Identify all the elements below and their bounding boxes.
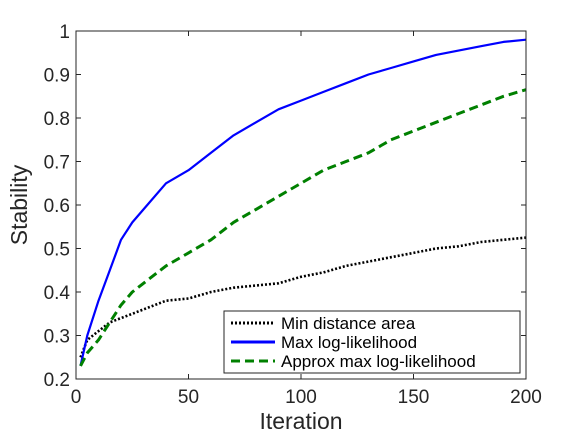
ticks-layer [75,30,527,380]
x-tick-label: 100 [285,387,317,408]
legend-label-min-distance-area: Min distance area [281,314,416,333]
series-line-max-log-likelihood [79,38,527,367]
y-axis-title: Stability [6,164,32,245]
legend: Min distance area Max log-likelihood App… [223,310,521,374]
x-tick-label: 0 [71,387,82,408]
y-tick-label: 0.7 [44,153,70,174]
tick-labels: 0 50 100 150 200 0.2 0.3 0.4 0.5 0.6 0.7 0.8 0.9 1 [44,22,542,408]
y-tick-label: 0.5 [44,240,70,261]
y-tick-label: 0.6 [44,196,70,217]
legend-label-max-log-likelihood: Max log-likelihood [281,333,417,352]
series-layer [79,38,527,367]
y-tick-label: 1 [59,22,70,43]
y-tick-label: 0.8 [44,109,70,130]
series-line-min-distance-area [79,236,527,358]
x-tick-label: 50 [178,387,199,408]
y-tick-label: 0.2 [44,370,70,391]
x-axis-title: Iteration [259,408,342,434]
y-tick-label: 0.4 [44,283,71,304]
series-line-approx-max-log-likelihood [79,88,527,367]
x-tick-label: 150 [398,387,430,408]
y-tick-label: 0.3 [44,327,70,348]
legend-label-approx-max-log-likelihood: Approx max log-likelihood [281,352,476,371]
y-tick-label: 0.9 [44,66,70,87]
x-tick-label: 200 [510,387,542,408]
